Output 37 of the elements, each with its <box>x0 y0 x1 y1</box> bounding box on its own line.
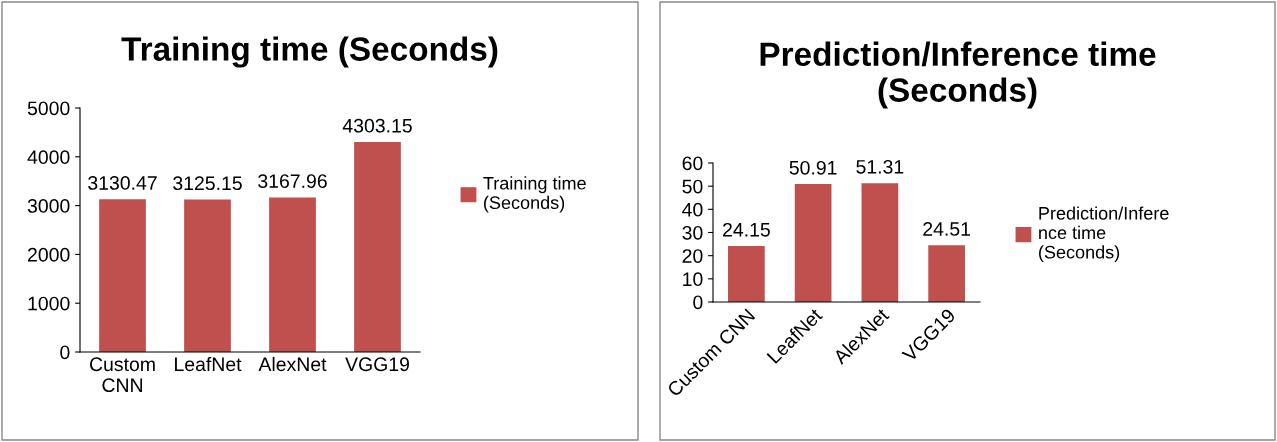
y-tick-label: 1000 <box>28 296 70 311</box>
x-tick-label: Custom CNN <box>89 357 155 393</box>
data-label: 51.31 <box>856 159 904 174</box>
y-tick-label: 0 <box>60 345 70 360</box>
bar <box>184 199 231 352</box>
y-tick-label: 30 <box>682 225 703 240</box>
bar <box>269 197 316 352</box>
y-tick-label: 3000 <box>27 199 70 213</box>
data-label: 3125.15 <box>173 176 242 191</box>
bar <box>99 199 146 352</box>
chart-title: Training time (Seconds) <box>121 36 498 68</box>
y-tick-label: 60 <box>682 156 703 171</box>
bar <box>354 142 401 352</box>
data-label: 50.91 <box>789 160 837 175</box>
y-tick-label: 5000 <box>27 101 70 116</box>
y-tick-label: 20 <box>682 249 703 263</box>
y-tick-label: 2000 <box>28 247 70 262</box>
data-label: 24.51 <box>923 222 971 236</box>
x-tick-label: VGG19 <box>345 357 409 372</box>
data-label: 24.15 <box>723 222 770 237</box>
data-label: 3167.96 <box>258 174 327 188</box>
y-tick-label: 50 <box>682 179 703 194</box>
data-label: 3130.47 <box>88 176 157 190</box>
bar <box>928 245 965 302</box>
y-tick-label: 4000 <box>27 150 70 165</box>
bar <box>794 184 832 302</box>
y-tick-label: 0 <box>693 295 703 310</box>
bar <box>728 246 765 302</box>
data-label: 4303.15 <box>342 118 412 133</box>
chart-title: Prediction/Inference time (Seconds) <box>760 41 1156 109</box>
y-tick-label: 10 <box>683 272 703 287</box>
y-tick-label: 40 <box>682 202 703 217</box>
x-tick-label: AlexNet <box>258 356 327 372</box>
legend-label: Training time (Seconds) <box>483 176 586 213</box>
x-tick-label: LeafNet <box>175 356 242 372</box>
bar <box>861 183 899 302</box>
legend-label: Prediction/Inference time (Seconds) <box>1039 206 1169 263</box>
